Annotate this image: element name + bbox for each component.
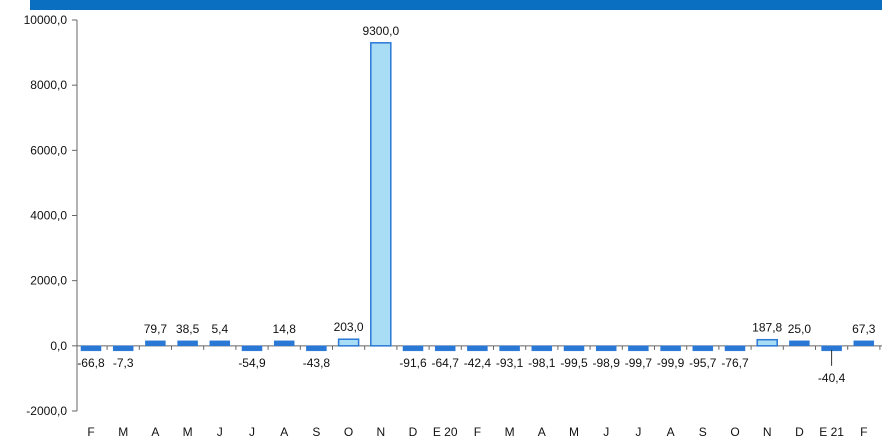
y-tick-label: 4000,0 [30, 209, 67, 223]
bar [595, 345, 617, 352]
data-label: 187,8 [752, 321, 782, 335]
bar [628, 345, 649, 352]
data-label: -98,1 [528, 356, 556, 370]
y-tick-label: 8000,0 [30, 78, 67, 92]
x-tick-label: J [217, 425, 223, 438]
y-tick-label: 2000,0 [30, 274, 67, 288]
data-label: -64,7 [432, 356, 460, 370]
data-label: 5,4 [211, 322, 228, 336]
y-tick-label: -2000,0 [26, 404, 67, 418]
y-axis: 10000,0 8000,0 6000,0 4000,0 2000,0 0,0 -2000,… [24, 13, 78, 418]
bar [434, 345, 456, 352]
bar [370, 42, 392, 347]
data-label: 79,7 [144, 322, 168, 336]
x-tick-label: S [699, 425, 707, 438]
x-tick-label: N [376, 425, 385, 438]
x-tick-label: M [118, 425, 128, 438]
x-tick-label: A [280, 425, 288, 438]
y-tick-label: 0,0 [50, 339, 67, 353]
bar [724, 345, 746, 352]
bar [402, 345, 424, 352]
data-label: -99,5 [560, 356, 588, 370]
x-tick-label: M [183, 425, 193, 438]
x-tick-label: A [667, 425, 675, 438]
data-label: -43,8 [303, 356, 331, 370]
data-label: -7,3 [113, 356, 134, 370]
data-label: 203,0 [334, 320, 364, 334]
data-label: -54,9 [238, 356, 266, 370]
x-tick-label: A [151, 425, 159, 438]
data-label: -99,9 [657, 356, 685, 370]
header-bar [30, 0, 882, 10]
x-tick-label: O [344, 425, 353, 438]
x-tick-label: F [474, 425, 481, 438]
data-label: 25,0 [788, 322, 812, 336]
data-label: -66,8 [77, 356, 105, 370]
y-tick-label: 6000,0 [30, 143, 67, 157]
data-label: -42,4 [464, 356, 492, 370]
bar [660, 345, 681, 352]
bar [789, 340, 810, 347]
bar [112, 345, 134, 352]
bar [177, 340, 198, 347]
bar [273, 340, 295, 347]
x-tick-label: F [860, 425, 867, 438]
data-label: 67,3 [852, 322, 876, 336]
x-tick-label: J [603, 425, 609, 438]
bar [467, 345, 488, 352]
x-tick-label: D [409, 425, 418, 438]
bar [692, 345, 714, 352]
bar [756, 338, 778, 347]
data-label: -91,6 [399, 356, 427, 370]
data-labels: -66,8 -7,3 79,7 38,5 5,4 -54,9 14,8 -43,8 203,0 9… [77, 24, 875, 385]
bar [531, 345, 553, 352]
x-tick-label: N [763, 425, 772, 438]
x-tick-label: E 20 [433, 425, 458, 438]
bar [499, 345, 520, 352]
x-tick-label: O [730, 425, 739, 438]
data-label: 9300,0 [362, 24, 399, 38]
x-tick-label: J [635, 425, 641, 438]
y-tick-label: 10000,0 [24, 13, 68, 27]
bar [306, 345, 327, 352]
bar [241, 345, 263, 352]
x-tick-label: J [249, 425, 255, 438]
bar [80, 345, 102, 352]
x-tick-label: E 21 [819, 425, 844, 438]
bar [337, 338, 360, 347]
data-label: 14,8 [273, 322, 297, 336]
bars [80, 42, 875, 352]
data-label: -93,1 [496, 356, 524, 370]
x-tick-label: F [87, 425, 94, 438]
data-label: -76,7 [721, 356, 749, 370]
bar [209, 340, 231, 347]
x-tick-label: M [505, 425, 515, 438]
bar [563, 345, 585, 352]
data-label: -99,7 [625, 356, 653, 370]
data-label: 38,5 [176, 322, 200, 336]
data-label: -40,4 [818, 371, 846, 385]
x-tick-label: A [538, 425, 546, 438]
bar [145, 340, 166, 347]
bar [853, 340, 875, 347]
data-label: -95,7 [689, 356, 717, 370]
x-tick-label: S [312, 425, 320, 438]
x-tick-label: M [569, 425, 579, 438]
data-label: -98,9 [593, 356, 621, 370]
x-tick-label: D [795, 425, 804, 438]
